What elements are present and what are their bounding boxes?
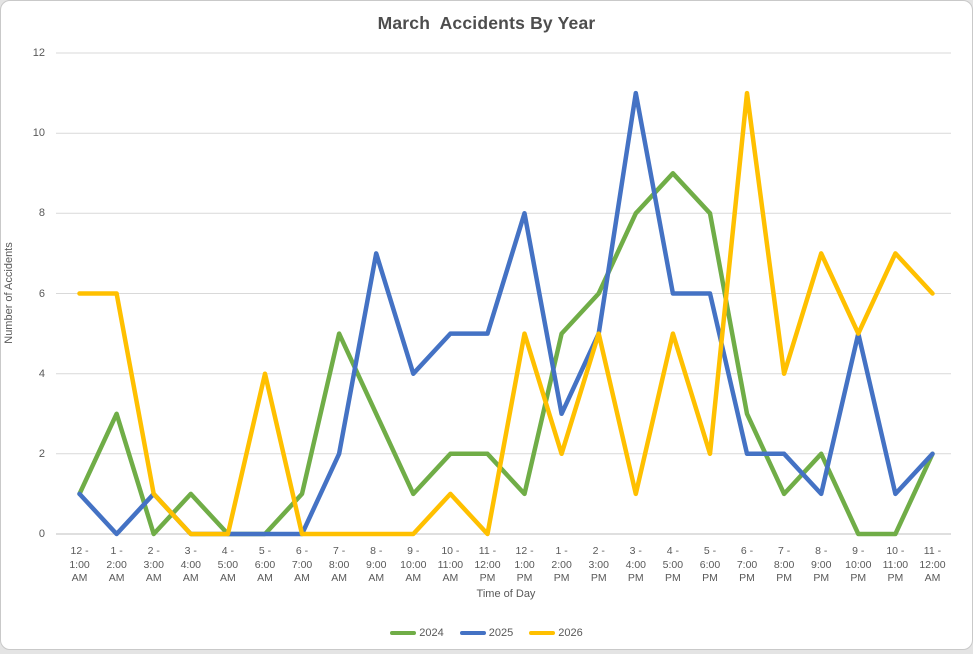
x-tick-label: 8 -9:00 PM [810, 545, 832, 584]
x-tick-label: 8 -9:00 AM [365, 545, 387, 584]
x-tick-label: 3 -4:00 PM [625, 545, 646, 584]
series-line-2026[interactable] [77, 90, 935, 537]
legend-item-2025[interactable]: 2025 [459, 627, 514, 639]
y-tick-label: 0 [38, 528, 45, 540]
x-tick-label: 4 -5:00 AM [217, 545, 239, 584]
x-tick-label: 1 -2:00 AM [106, 545, 127, 584]
x-tick-label: 11 -12:00 AM [919, 545, 946, 584]
x-tick-label: 4 -5:00 PM [662, 545, 684, 584]
y-tick-label: 8 [38, 207, 45, 220]
x-tick-label: 10 -11:00 AM [437, 545, 464, 584]
x-tick-label: 1 -2:00 PM [551, 545, 572, 584]
x-tick-label: 7 -8:00 PM [773, 545, 795, 584]
y-tick-label: 2 [38, 447, 45, 460]
x-tick-label: 5 -6:00 PM [699, 545, 721, 584]
x-tick-label: 3 -4:00 AM [180, 545, 201, 584]
y-tick-label: 12 [32, 47, 45, 59]
y-tick-label: 4 [38, 367, 45, 380]
legend-label: 2025 [488, 627, 514, 639]
x-tick-label: 6 -7:00 PM [736, 545, 758, 584]
legend-swatch-2026 [529, 631, 556, 635]
x-tick-label: 11 -12:00 PM [474, 545, 501, 584]
legend-label: 2024 [419, 627, 444, 639]
x-tick-label: 2 -3:00 AM [143, 545, 164, 584]
legend-item-2024[interactable]: 2024 [390, 627, 444, 639]
y-tick-label: 10 [32, 127, 45, 140]
legend-swatch-2025 [459, 631, 486, 635]
x-tick-label: 5 -6:00 AM [254, 545, 276, 584]
y-tick-label: 6 [38, 287, 45, 300]
x-axis-title: Time of Day [476, 588, 536, 600]
legend-label: 2026 [558, 627, 583, 639]
x-tick-label: 9 -10:00 PM [845, 545, 872, 584]
x-tick-label: 10 -11:00 PM [882, 545, 909, 584]
x-tick-label: 6 -7:00 AM [291, 545, 313, 584]
legend-item-2026[interactable]: 2026 [529, 627, 583, 639]
x-tick-label: 7 -8:00 AM [328, 545, 350, 584]
legend: 2024 2025 2026 [1, 627, 972, 639]
x-tick-label: 12 -1:00 AM [69, 545, 90, 584]
x-tick-label: 2 -3:00 PM [588, 545, 609, 584]
chart-title: March Accidents By Year [377, 13, 596, 33]
x-tick-label: 9 -10:00 AM [400, 545, 427, 584]
legend-swatch-2024 [390, 631, 417, 635]
x-tick-label: 12 -1:00 PM [514, 545, 535, 584]
series-line-2024[interactable] [77, 171, 935, 537]
